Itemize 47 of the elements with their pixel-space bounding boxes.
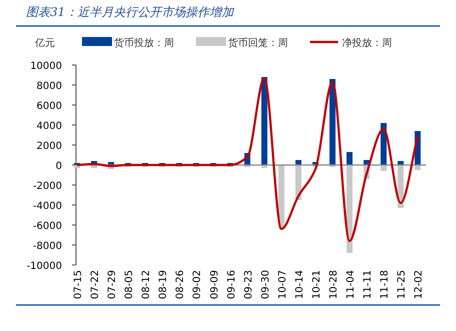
bar bbox=[261, 77, 268, 165]
y-tick-label: -4000 bbox=[32, 201, 62, 212]
y-tick-label: -6000 bbox=[32, 221, 62, 232]
x-tick-label: 10-28 bbox=[328, 270, 340, 300]
bar bbox=[346, 152, 353, 165]
x-tick-label: 09-30 bbox=[260, 270, 272, 300]
x-tick-label: 08-19 bbox=[158, 270, 170, 300]
x-tick-label: 11-04 bbox=[346, 270, 357, 300]
bar bbox=[295, 160, 302, 165]
bar bbox=[330, 79, 336, 165]
x-tick-label: 08-05 bbox=[124, 270, 136, 300]
x-tick-label: 12-02 bbox=[414, 270, 425, 300]
bar bbox=[346, 165, 353, 253]
x-tick-label: 11-11 bbox=[362, 270, 374, 300]
y-tick-label: -2000 bbox=[32, 181, 62, 192]
x-tick-label: 10-21 bbox=[311, 270, 322, 300]
y-tick-label: -10000 bbox=[26, 261, 62, 272]
x-tick-label: 11-25 bbox=[396, 270, 408, 300]
y-tick-label: 4000 bbox=[36, 121, 62, 132]
x-tick-label: 09-23 bbox=[243, 270, 254, 300]
x-tick-label: 08-12 bbox=[141, 270, 152, 300]
x-tick-label: 09-16 bbox=[226, 270, 238, 300]
legend-label: 货币回笼：周 bbox=[228, 37, 288, 49]
x-tick-label: 11-18 bbox=[380, 270, 391, 300]
x-tick-label: 07-29 bbox=[107, 270, 118, 300]
y-tick-label: 6000 bbox=[36, 101, 62, 112]
bar bbox=[380, 123, 387, 165]
x-tick-label: 07-15 bbox=[73, 270, 84, 300]
legend-label: 净投放：周 bbox=[342, 37, 392, 49]
x-tick-label: 10-14 bbox=[294, 270, 306, 300]
bar bbox=[380, 165, 387, 171]
legend-label: 货币投放：周 bbox=[114, 37, 174, 49]
line-series bbox=[76, 76, 419, 242]
x-tick-label: 07-22 bbox=[90, 270, 102, 300]
x-tick-label: 09-09 bbox=[209, 270, 220, 300]
y-tick-label: 8000 bbox=[36, 81, 62, 92]
chart-title: 图表31：近半月央行公开市场操作增加 bbox=[26, 5, 234, 19]
y-axis-title: 亿元 bbox=[34, 38, 55, 49]
y-tick-label: 2000 bbox=[36, 141, 62, 152]
bar bbox=[278, 165, 284, 229]
y-tick-label: 0 bbox=[56, 161, 62, 172]
x-tick-label: 10-07 bbox=[277, 270, 288, 300]
y-tick-label: 10000 bbox=[30, 61, 62, 72]
x-tick-label: 08-26 bbox=[175, 270, 186, 300]
y-tick-label: -8000 bbox=[32, 241, 62, 252]
bar bbox=[414, 165, 421, 170]
x-tick-label: 09-02 bbox=[192, 270, 204, 300]
